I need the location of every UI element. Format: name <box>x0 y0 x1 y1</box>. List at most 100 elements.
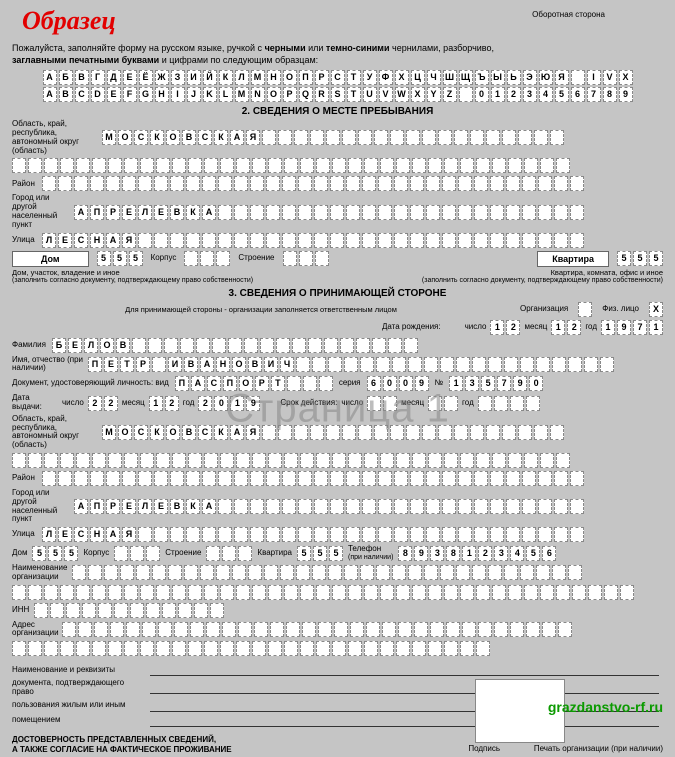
cell <box>486 425 500 440</box>
street-cells[interactable]: ЛЕСНАЯ <box>42 233 584 248</box>
s3-street[interactable]: ЛЕСНАЯ <box>42 527 584 542</box>
cell <box>408 565 422 580</box>
sec3-sub: Для принимающей стороны - организации за… <box>12 305 510 314</box>
cell <box>170 233 184 248</box>
ser-cells[interactable]: 6009 <box>367 376 429 391</box>
s3-tel[interactable]: 8938123456 <box>398 546 556 561</box>
orgname1[interactable] <box>72 565 582 580</box>
stroenie-cells[interactable] <box>283 251 329 266</box>
cell <box>162 603 176 618</box>
rekv-line[interactable] <box>150 715 659 727</box>
dob-year[interactable]: 1971 <box>601 320 663 335</box>
cell <box>282 471 296 486</box>
kv-cells[interactable]: 555 <box>617 251 663 266</box>
cell <box>376 565 390 580</box>
dom-cells[interactable]: 555 <box>97 251 143 266</box>
is-mon[interactable]: 12 <box>149 396 179 411</box>
cell: Я <box>555 70 569 85</box>
cell <box>554 176 568 191</box>
cell <box>188 158 202 173</box>
city-cells[interactable]: АПРЕЛЕВКА <box>74 205 584 220</box>
cell: Л <box>42 233 56 248</box>
orgname2[interactable] <box>12 585 634 600</box>
cell <box>142 622 156 637</box>
cell: А <box>191 376 205 391</box>
cell <box>568 357 582 372</box>
cell <box>294 130 308 145</box>
dob-mon[interactable]: 12 <box>551 320 581 335</box>
cell: 5 <box>48 546 62 561</box>
s3-korpus-lbl: Корпус <box>83 549 109 558</box>
ex-year[interactable] <box>478 396 540 411</box>
ex-mon[interactable] <box>428 396 458 411</box>
org-box[interactable] <box>578 302 592 317</box>
stamp-label: Печать организации (при наличии) <box>534 744 663 753</box>
cell <box>138 233 152 248</box>
cell: 2 <box>507 87 521 102</box>
cell <box>524 158 538 173</box>
cell <box>440 565 454 580</box>
name-cells[interactable]: ПЕТРИВАНОВИЧ <box>88 357 614 372</box>
cell <box>216 565 230 580</box>
doc-cells[interactable]: ПАСПОРТ <box>175 376 333 391</box>
cell: X <box>619 70 633 85</box>
cell <box>396 585 410 600</box>
cell <box>458 499 472 514</box>
cell <box>218 471 232 486</box>
cell <box>474 499 488 514</box>
s3-kv[interactable]: 555 <box>297 546 343 561</box>
cell <box>332 158 346 173</box>
s3-dom[interactable]: 555 <box>32 546 78 561</box>
inn-cells[interactable] <box>34 603 224 618</box>
s3-city[interactable]: АПРЕЛЕВКА <box>74 499 584 514</box>
fiz-box[interactable]: X <box>649 302 663 317</box>
cell <box>406 425 420 440</box>
cell <box>426 527 440 542</box>
fam-cells[interactable]: БЕЛОВ <box>52 338 418 353</box>
cell <box>458 205 472 220</box>
cell <box>374 130 388 145</box>
region-cells[interactable]: МОСКОВСКАЯ <box>102 130 564 145</box>
korpus-cells[interactable] <box>184 251 230 266</box>
s3-raion[interactable] <box>42 471 584 486</box>
cell <box>158 622 172 637</box>
rekv-line[interactable] <box>150 682 659 694</box>
cell <box>410 471 424 486</box>
ex-num[interactable] <box>367 396 397 411</box>
addr2[interactable] <box>12 641 490 656</box>
cell <box>312 565 326 580</box>
cell <box>98 603 112 618</box>
cell: 2 <box>104 396 118 411</box>
s3-region[interactable]: МОСКОВСКАЯ <box>102 425 564 440</box>
cell <box>490 233 504 248</box>
cell <box>570 527 584 542</box>
s3-region2[interactable] <box>12 453 570 468</box>
cell: В <box>182 130 196 145</box>
cell <box>284 453 298 468</box>
s3-str[interactable] <box>206 546 252 561</box>
cell <box>138 176 152 191</box>
raion-cells[interactable] <box>42 176 584 191</box>
region-cells2[interactable] <box>12 158 570 173</box>
cell <box>328 565 342 580</box>
cell <box>442 499 456 514</box>
cell: Н <box>90 527 104 542</box>
s3-korpus[interactable] <box>114 546 160 561</box>
cell <box>268 585 282 600</box>
addr1[interactable] <box>62 622 572 637</box>
cell <box>408 357 422 372</box>
cell: V <box>603 70 617 85</box>
cell <box>394 233 408 248</box>
cell: K <box>203 87 217 102</box>
num-cells[interactable]: 135790 <box>449 376 543 391</box>
cell <box>460 641 474 656</box>
rekv-line[interactable] <box>150 664 659 676</box>
cell <box>76 158 90 173</box>
instr-text: или <box>306 43 326 53</box>
is-year[interactable]: 2019 <box>198 396 260 411</box>
cell <box>426 233 440 248</box>
cell <box>294 425 308 440</box>
is-num[interactable]: 22 <box>88 396 118 411</box>
cell <box>184 251 198 266</box>
dob-num[interactable]: 12 <box>490 320 520 335</box>
